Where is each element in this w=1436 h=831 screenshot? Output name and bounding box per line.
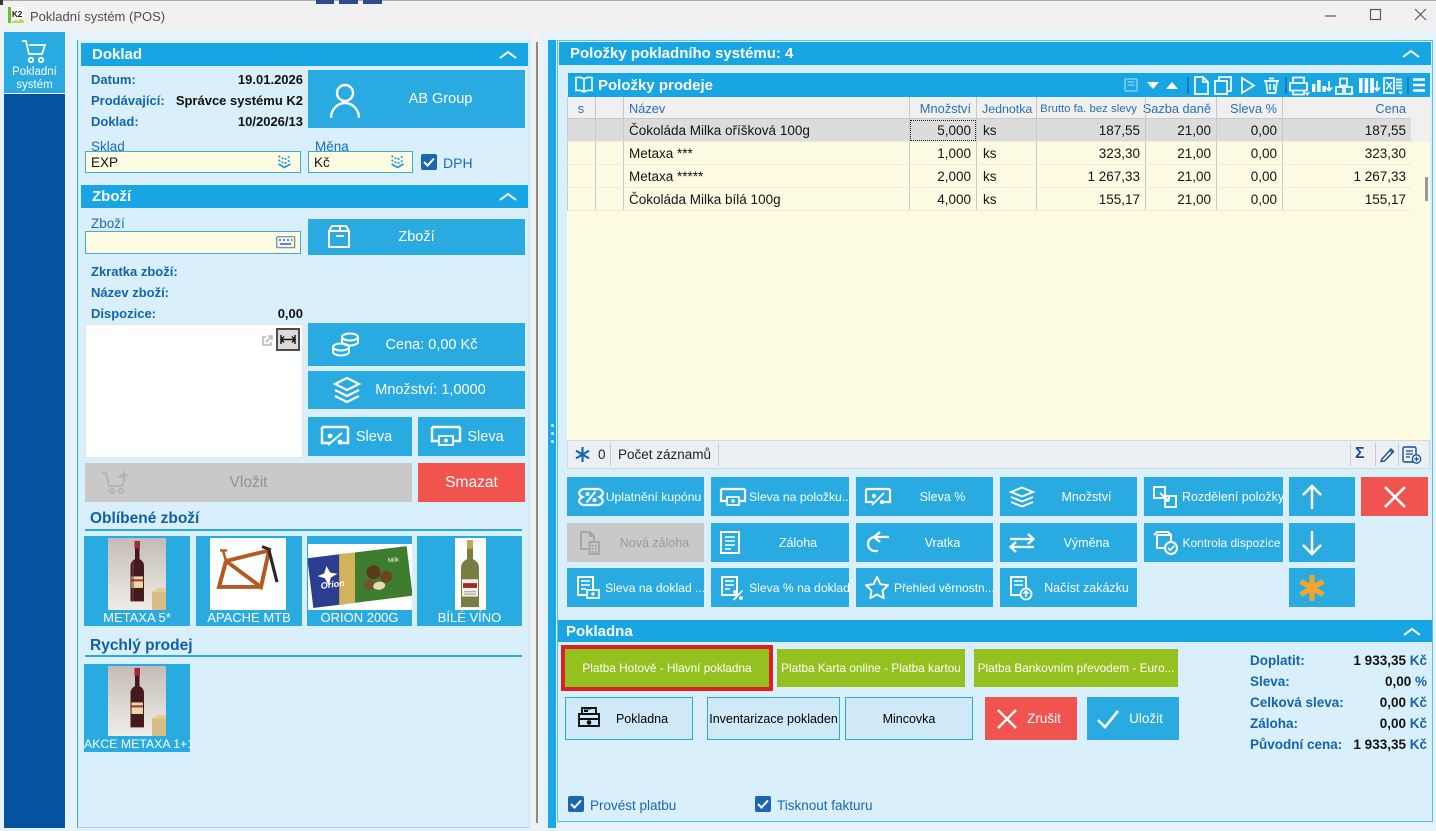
svg-text:Orion: Orion: [320, 578, 346, 591]
svg-text:X: X: [1386, 81, 1394, 93]
svg-text:Milk: Milk: [388, 557, 400, 564]
